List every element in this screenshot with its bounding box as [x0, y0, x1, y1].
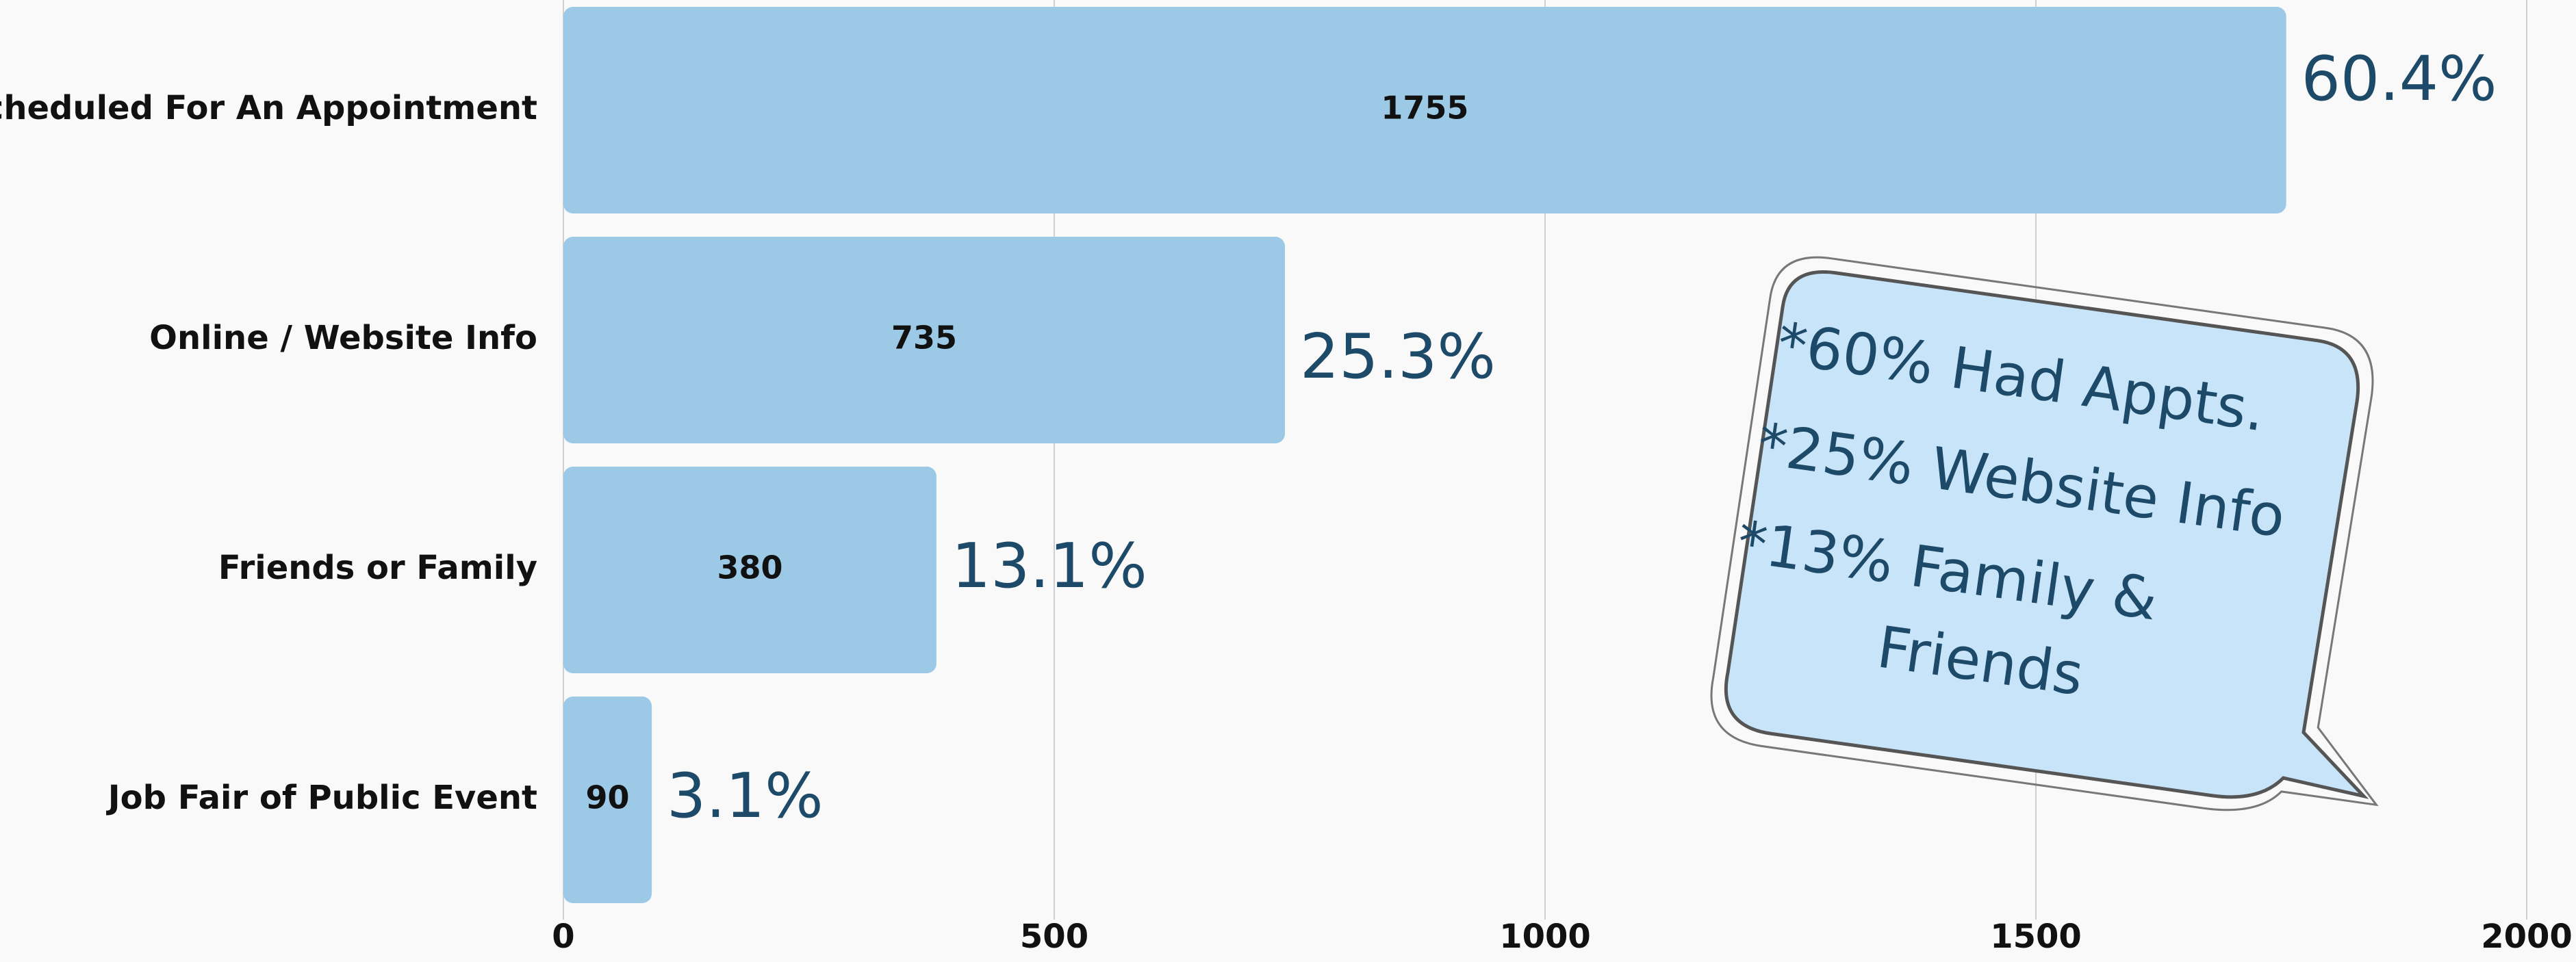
share-label: 25.3%	[1300, 321, 1496, 393]
x-tick-label: 0	[552, 918, 574, 956]
share-label: 3.1%	[667, 760, 824, 832]
x-tick-label: 1500	[1990, 918, 2082, 956]
chart: 0 500 1000 1500 2000 Scheduled For An Appoint…	[0, 0, 2576, 962]
share-label: 13.1%	[952, 530, 1147, 602]
y-tick-label: Job Fair of Public Event	[106, 779, 537, 817]
share-label: 60.4%	[2301, 43, 2497, 115]
y-tick-label: Online / Website Info	[149, 319, 537, 357]
bar-value-label: 380	[717, 549, 782, 586]
bar-value-label: 90	[586, 779, 630, 816]
x-tick-label: 500	[1020, 918, 1088, 956]
bar-value-label: 1755	[1381, 90, 1468, 127]
y-tick-label: Scheduled For An Appointment	[0, 89, 537, 127]
x-tick-label: 1000	[1499, 918, 1591, 956]
y-tick-label: Friends or Family	[218, 549, 537, 587]
bar-value-label: 735	[891, 320, 957, 356]
x-tick-label: 2000	[2481, 918, 2573, 956]
